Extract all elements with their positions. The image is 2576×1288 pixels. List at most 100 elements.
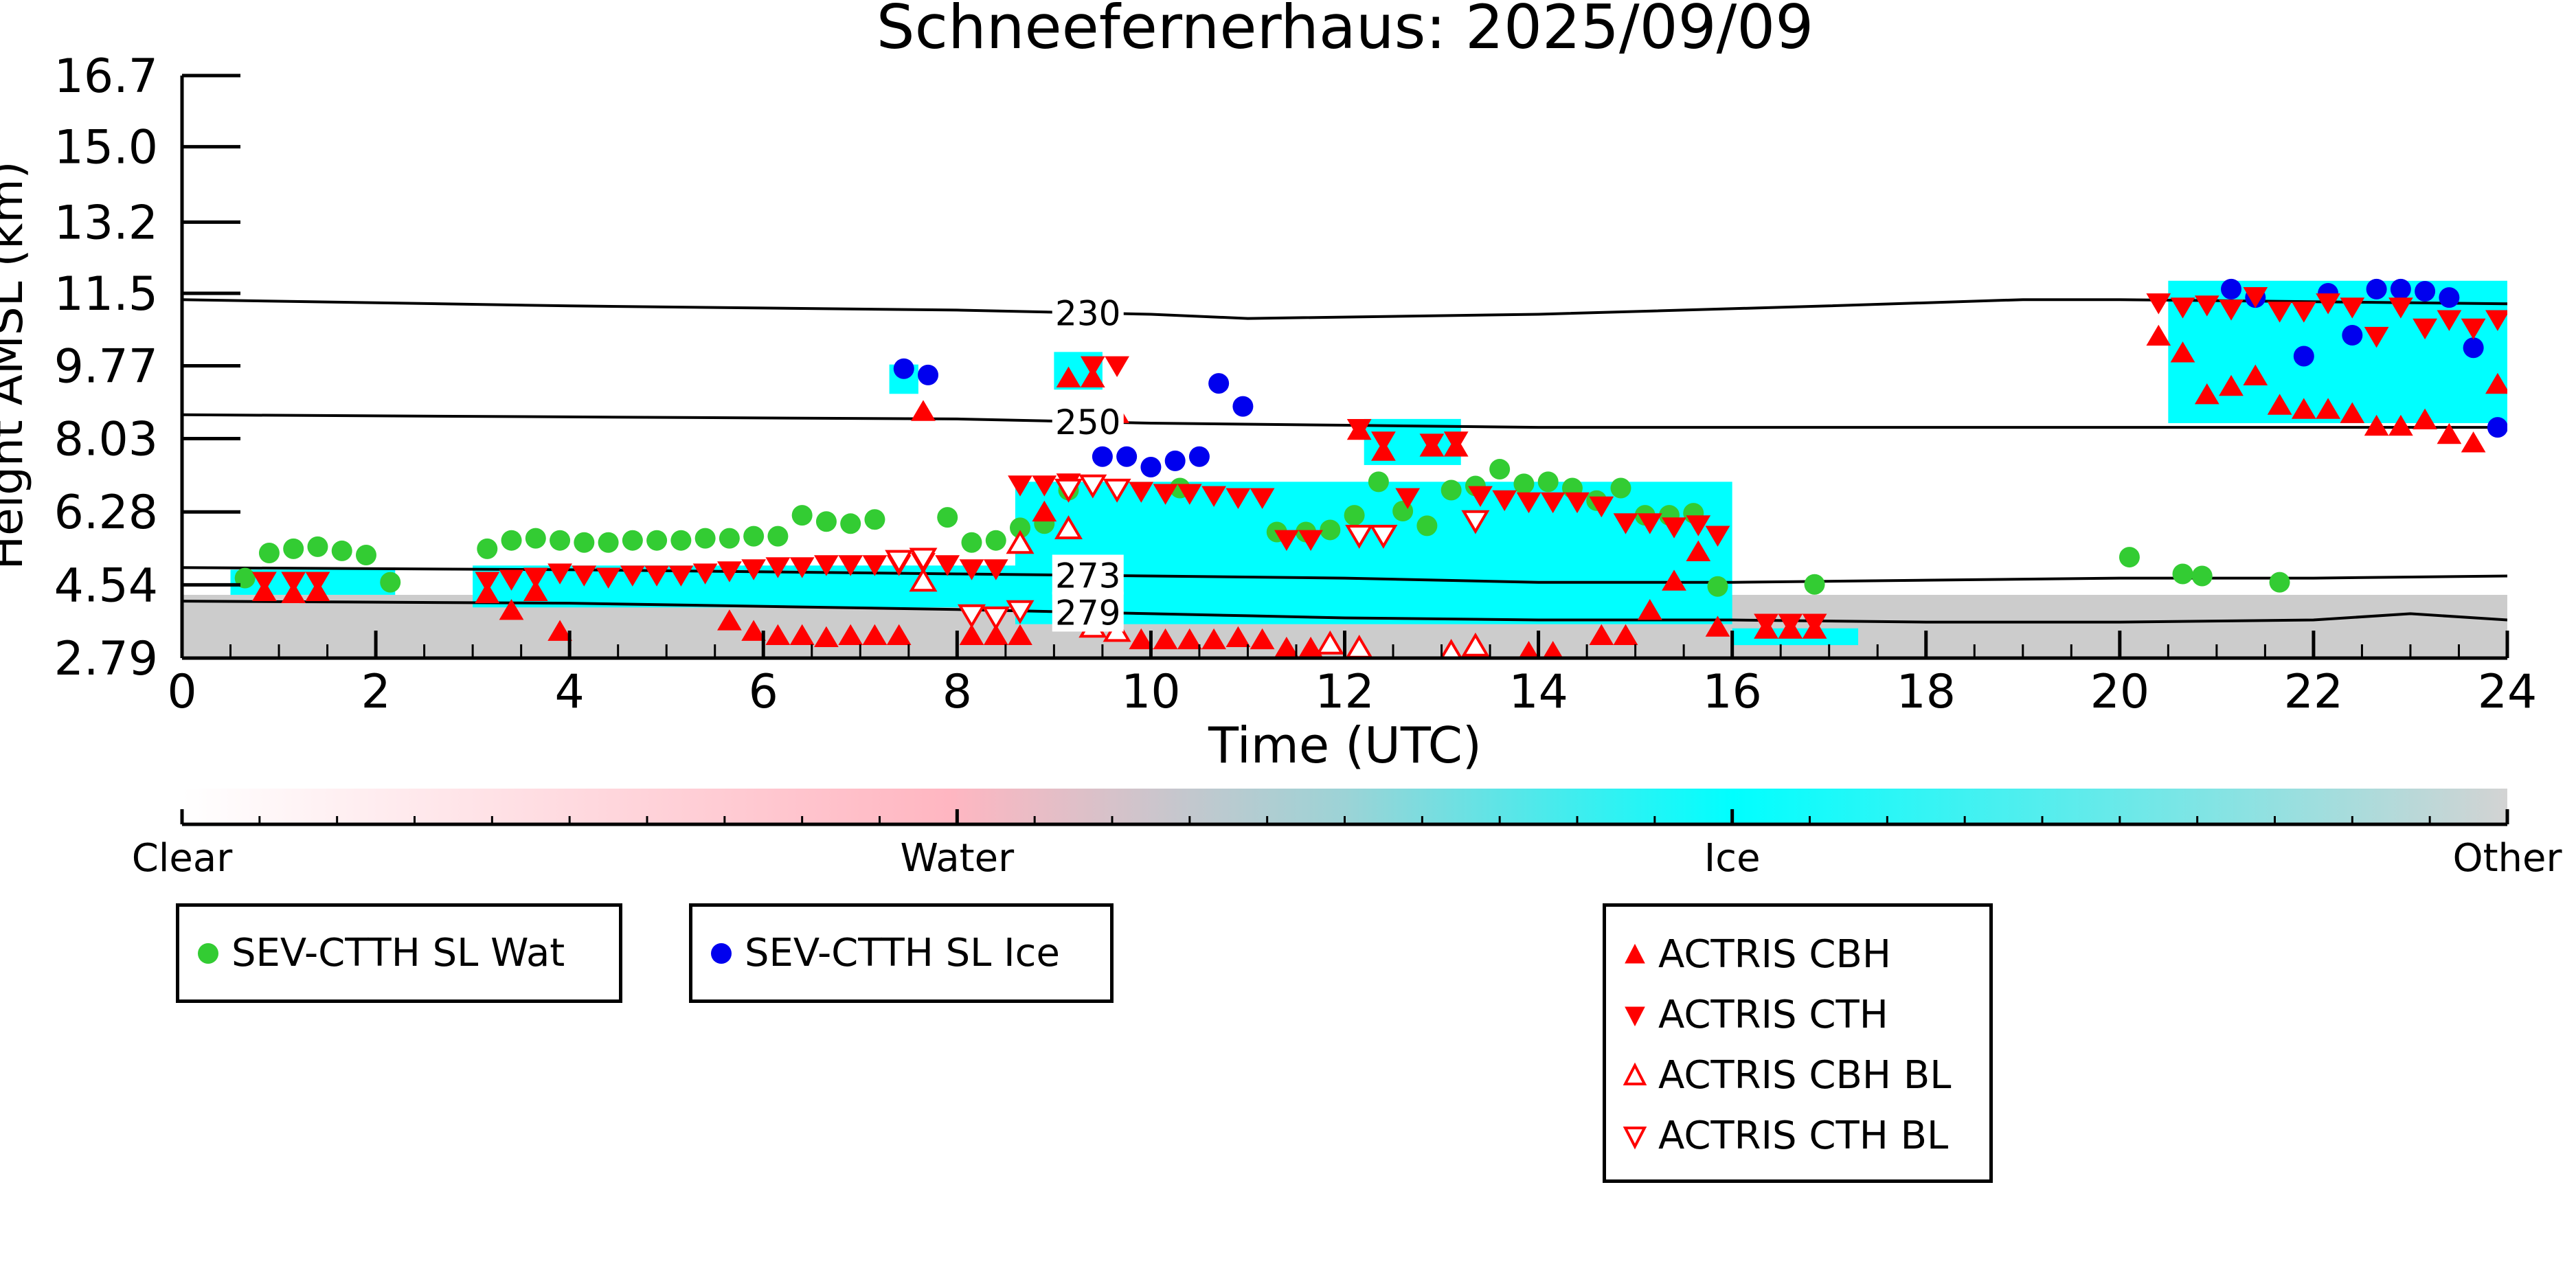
point-actris-cth-bl-9 [1369,525,1398,549]
point-sev-ctth-sl-ice-16 [2415,280,2436,302]
point-sev-ctth-sl-wat-20 [791,505,813,526]
point-actris-cth-55 [1778,613,1803,635]
x-tick-label-18: 18 [1896,665,1956,719]
contour-line-250 [182,413,2507,429]
point-actris-cth-54 [1754,613,1778,635]
point-sev-ctth-sl-wat-18 [743,526,765,547]
green-circle-icon [193,938,223,971]
point-actris-cth-38 [1346,419,1372,440]
point-sev-ctth-sl-ice-3 [1116,446,1138,467]
point-actris-cth-30 [1129,482,1154,503]
point-actris-cbh-49 [2219,374,2244,396]
x-tick-label-20: 20 [2090,665,2150,719]
y-tick-label-8: 16.7 [54,49,158,104]
point-sev-ctth-sl-wat-11 [574,532,595,553]
point-sev-ctth-sl-wat-2 [283,538,304,559]
point-actris-cth-37 [1298,530,1323,551]
series-sev-ctth-sl-wat [234,459,2290,597]
point-sev-ctth-sl-ice-8 [1232,396,1254,417]
point-sev-ctth-sl-ice-0 [893,358,914,379]
point-sev-ctth-sl-ice-17 [2439,287,2460,308]
legend-item-actris-cbh-bl: ACTRIS CBH BL [1606,1055,1989,1110]
colorbar-label-water: Water [901,836,1015,881]
point-actris-cth-24 [983,559,1008,580]
colorbar: Clear Water Ice Other [132,789,2563,881]
point-actris-cth-40 [1395,488,1421,509]
point-actris-cbh-54 [2340,402,2365,423]
point-sev-ctth-sl-wat-52 [2172,563,2193,585]
point-actris-cth-58 [2170,297,2195,319]
point-sev-ctth-sl-wat-42 [1537,471,1559,493]
point-actris-cbh-11 [814,626,839,647]
axes: 0 2 4 6 8 10 12 14 16 18 20 22 24 2.794.546.288.039.… [54,49,2538,719]
point-actris-cbh-16 [959,624,984,645]
point-actris-cbh-38 [1613,624,1638,645]
point-actris-cth-61 [2243,287,2268,308]
colorbar-label-ice: Ice [1704,836,1761,881]
point-actris-cth-25 [1008,475,1032,497]
y-tick-label-7: 15.0 [54,121,158,175]
legend-label: ACTRIS CTH BL [1658,1114,1949,1158]
legend-box-sev-wat: SEV-CTTH SL Wat [176,903,622,1003]
legend-item-sev-ctth-sl-ice: SEV-CTTH SL Ice [692,933,1110,988]
point-sev-ctth-sl-ice-4 [1140,457,1162,478]
point-sev-ctth-sl-ice-2 [1092,446,1113,467]
contour-label-bg-250 [1052,401,1124,442]
point-actris-cth-8 [596,567,621,589]
point-actris-cth-52 [1686,515,1711,536]
point-actris-cth-31 [1153,484,1178,505]
point-actris-cth-3 [475,572,500,593]
point-actris-cth-28 [1080,356,1105,377]
x-tick-label-14: 14 [1509,665,1568,719]
point-actris-cbh-51 [2267,394,2292,415]
point-actris-cbh-5 [523,580,548,601]
y-tick-label-5: 11.5 [54,267,158,321]
point-sev-ctth-sl-wat-15 [670,530,692,551]
point-actris-cbh-23 [1129,628,1154,650]
contour-label-230: 230 [1055,294,1120,334]
contour-label-273: 273 [1055,556,1120,596]
point-sev-ctth-sl-wat-23 [864,509,885,530]
legend-label: SEV-CTTH SL Wat [231,931,565,975]
point-actris-cth-33 [1201,486,1226,507]
point-actris-cth-65 [2340,297,2365,319]
x-tick-label-16: 16 [1702,665,1762,719]
point-sev-ctth-sl-wat-51 [2119,547,2140,568]
point-actris-cth-4 [499,569,524,591]
point-actris-cbh-9 [765,624,791,645]
legend-item-actris-cth: ACTRIS CTH [1606,995,1989,1050]
point-actris-cbh-37 [1589,624,1614,645]
point-actris-cbh-46 [2146,324,2171,346]
point-sev-ctth-sl-wat-35 [1368,471,1389,493]
point-actris-cbh-47 [2170,341,2195,363]
point-sev-ctth-sl-wat-54 [2269,572,2290,593]
point-actris-cth-10 [644,565,669,587]
point-actris-cth-69 [2437,310,2462,331]
point-actris-cth-71 [2485,310,2507,331]
colorbar-labels: Clear Water Ice Other [132,836,2563,881]
point-actris-cth-39 [1371,431,1396,453]
point-actris-cth-57 [2146,293,2171,315]
colorbar-ticks [180,809,2509,824]
x-tick-label-22: 22 [2284,665,2344,719]
point-actris-cth-bl-5 [1054,478,1083,503]
legend-box-actris: ACTRIS CBH ACTRIS CTH ACTRIS CBH BL ACTRIS … [1603,903,1993,1183]
point-actris-cbh-39 [1637,599,1662,620]
point-sev-ctth-sl-wat-9 [525,528,546,549]
point-sev-ctth-sl-wat-41 [1513,473,1535,495]
point-sev-ctth-sl-ice-11 [2293,346,2314,367]
point-actris-cth-7 [572,565,597,587]
point-actris-cth-5 [523,567,548,589]
legend-box-sev-ice: SEV-CTTH SL Ice [689,903,1114,1003]
plot-area [182,278,2507,658]
point-actris-cbh-17 [983,624,1008,645]
point-actris-cth-34 [1225,488,1251,509]
point-actris-cbh-53 [2316,398,2340,419]
legend-item-actris-cth-bl: ACTRIS CTH BL [1606,1116,1989,1171]
point-actris-cth-50 [1637,513,1662,534]
point-sev-ctth-sl-wat-34 [1344,505,1365,526]
point-actris-cbh-20 [1056,366,1081,387]
point-actris-cth-66 [2364,326,2389,348]
point-actris-cth-42 [1443,431,1469,453]
